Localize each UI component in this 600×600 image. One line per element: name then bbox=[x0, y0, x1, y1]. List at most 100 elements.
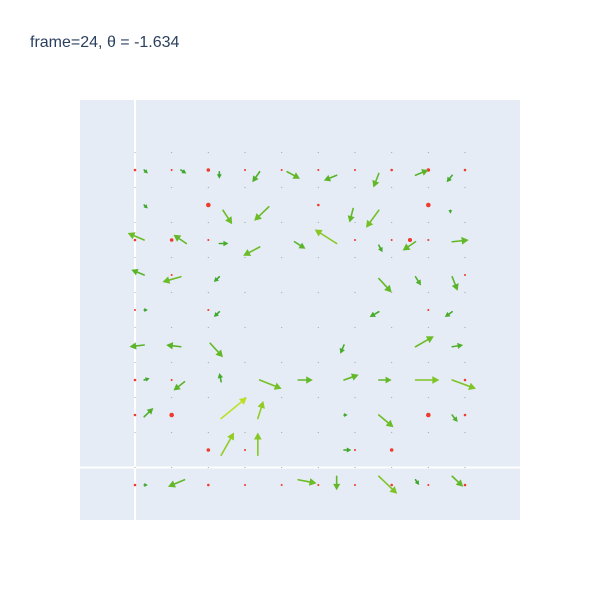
arrow-shaft bbox=[286, 170, 296, 177]
arrow-shaft bbox=[414, 338, 429, 348]
grid-dot bbox=[244, 361, 246, 364]
grid-dot bbox=[171, 221, 173, 224]
arrow-shaft bbox=[448, 174, 453, 180]
arrow-shaft bbox=[220, 401, 243, 420]
arrow-head bbox=[173, 234, 182, 242]
arrow-head bbox=[346, 447, 352, 453]
grid-dot bbox=[391, 256, 393, 259]
marker-point bbox=[170, 273, 173, 277]
arrow-head bbox=[314, 229, 323, 237]
arrow-shaft bbox=[258, 379, 276, 387]
quiver-arrow bbox=[343, 447, 352, 453]
grid-dot bbox=[207, 151, 209, 154]
grid-dot bbox=[427, 326, 429, 329]
grid-dot bbox=[391, 431, 393, 434]
marker-point bbox=[170, 168, 173, 172]
arrow-head bbox=[129, 342, 137, 350]
arrow-head bbox=[252, 175, 259, 183]
quiver-arrow bbox=[293, 240, 306, 249]
grid-dot bbox=[464, 221, 466, 224]
arrow-shaft bbox=[451, 345, 459, 348]
grid-dot bbox=[391, 186, 393, 189]
grid-dot bbox=[281, 361, 283, 364]
arrow-shaft bbox=[133, 234, 145, 241]
grid-dot bbox=[281, 431, 283, 434]
arrow-shaft bbox=[378, 475, 393, 490]
quiver-arrow bbox=[222, 209, 233, 225]
arrow-head bbox=[216, 174, 222, 179]
grid-dot bbox=[171, 431, 173, 434]
marker-point bbox=[170, 378, 173, 382]
arrow-head bbox=[344, 413, 348, 417]
quiver-arrow bbox=[451, 275, 459, 291]
arrow-head bbox=[415, 279, 421, 286]
arrow-head bbox=[238, 397, 247, 405]
grid-dot bbox=[244, 151, 246, 154]
arrow-shaft bbox=[216, 310, 221, 315]
quiver-arrow bbox=[162, 275, 182, 284]
marker-point bbox=[207, 483, 210, 487]
quiver-arrow bbox=[129, 342, 145, 350]
grid-dot bbox=[427, 431, 429, 434]
quiver-arrow bbox=[378, 244, 383, 253]
grid-dot bbox=[317, 151, 319, 154]
grid-dot bbox=[354, 431, 356, 434]
marker-point bbox=[427, 483, 430, 487]
marker-point bbox=[317, 203, 320, 207]
arrow-shaft bbox=[216, 275, 221, 280]
marker-point bbox=[206, 448, 211, 452]
quiver-arrow bbox=[333, 475, 341, 491]
grid-dot bbox=[171, 361, 173, 364]
arrow-shaft bbox=[248, 246, 261, 254]
arrow-head bbox=[162, 276, 171, 284]
arrow-head bbox=[127, 232, 136, 240]
arrow-head bbox=[144, 308, 148, 312]
grid-dots bbox=[134, 151, 466, 469]
plot-background bbox=[80, 100, 520, 520]
grid-dot bbox=[317, 221, 319, 224]
grid-dot bbox=[354, 361, 356, 364]
grid-dot bbox=[207, 186, 209, 189]
grid-dot bbox=[464, 291, 466, 294]
quiver-arrow bbox=[448, 209, 453, 214]
grid-dot bbox=[244, 221, 246, 224]
frame-label: frame bbox=[30, 34, 71, 51]
grid-dot bbox=[281, 466, 283, 469]
grid-dot bbox=[134, 151, 136, 154]
grid-dot bbox=[134, 186, 136, 189]
grid-dot bbox=[244, 256, 246, 259]
arrow-shaft bbox=[451, 275, 457, 286]
quiver-arrow bbox=[143, 169, 148, 174]
arrow-shaft bbox=[343, 376, 354, 381]
quiver-arrow bbox=[213, 275, 221, 282]
grid-dot bbox=[317, 466, 319, 469]
arrow-shaft bbox=[255, 170, 261, 179]
quiver-arrow bbox=[173, 234, 188, 245]
arrow-shaft bbox=[143, 169, 146, 172]
grid-dot bbox=[464, 361, 466, 364]
quiver-arrow bbox=[414, 478, 420, 485]
arrow-head bbox=[389, 486, 398, 494]
quiver-arrow bbox=[286, 170, 300, 179]
marker-point bbox=[280, 168, 283, 172]
arrow-shaft bbox=[414, 275, 419, 282]
arrow-head bbox=[448, 210, 453, 214]
grid-dot bbox=[464, 326, 466, 329]
marker-point bbox=[133, 308, 137, 312]
quiver-arrow bbox=[297, 478, 317, 486]
arrow-head bbox=[227, 432, 234, 441]
marker-point bbox=[243, 483, 247, 487]
grid-dot bbox=[391, 326, 393, 329]
arrow-head bbox=[145, 377, 150, 382]
arrow-head bbox=[457, 342, 464, 349]
grid-dot bbox=[317, 256, 319, 259]
grid-dot bbox=[281, 326, 283, 329]
theta-label: θ bbox=[106, 34, 116, 51]
quiver-arrow bbox=[297, 376, 313, 384]
arrow-head bbox=[143, 169, 148, 174]
marker-point bbox=[463, 273, 467, 277]
grid-dot bbox=[171, 326, 173, 329]
arrow-shaft bbox=[171, 344, 182, 348]
grid-dot bbox=[244, 431, 246, 434]
